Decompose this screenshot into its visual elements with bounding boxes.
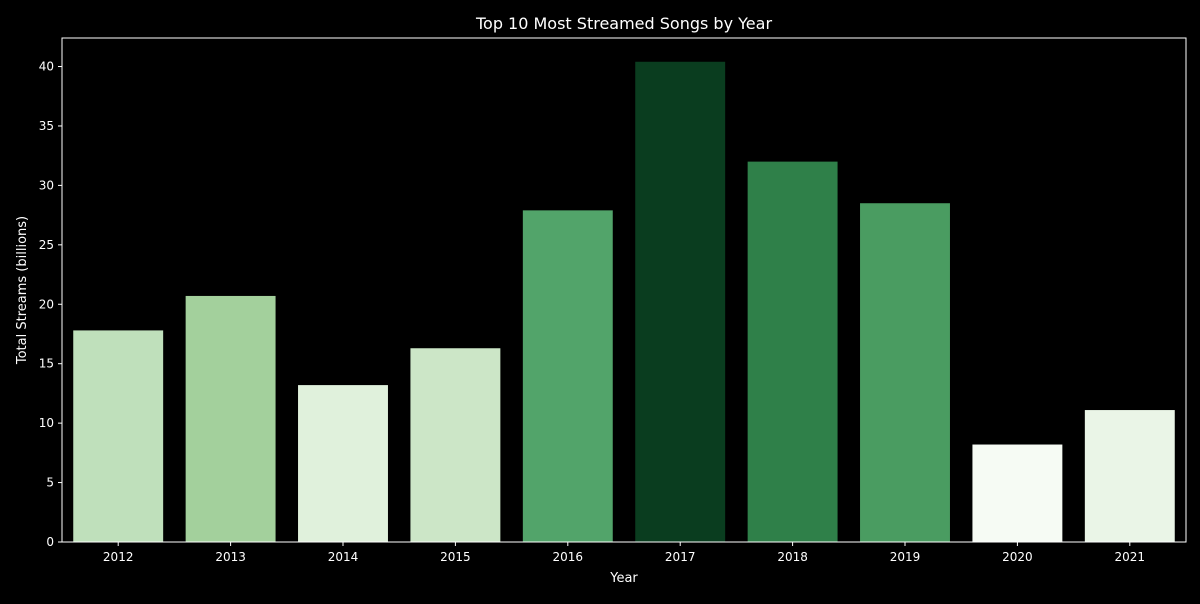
x-axis-ticks: 2012 2013 2014 2015 2016 2017 2018 2019 2020 2021 bbox=[103, 542, 1145, 564]
x-tick-label: 2020 bbox=[1002, 550, 1033, 564]
bar-2020 bbox=[972, 444, 1063, 542]
x-tick-label: 2016 bbox=[553, 550, 584, 564]
y-tick-label: 35 bbox=[39, 119, 54, 133]
bar-2016 bbox=[522, 210, 613, 542]
y-tick-label: 15 bbox=[39, 357, 54, 371]
chart-title: Top 10 Most Streamed Songs by Year bbox=[475, 14, 772, 33]
x-tick-label: 2015 bbox=[440, 550, 471, 564]
bars-group bbox=[73, 61, 1175, 543]
x-tick-label: 2013 bbox=[215, 550, 246, 564]
plot-frame bbox=[61, 37, 1187, 543]
x-tick-label: 2017 bbox=[665, 550, 696, 564]
y-axis-ticks: 0 5 10 15 20 25 30 35 40 bbox=[39, 60, 62, 549]
bar-2015 bbox=[410, 348, 501, 542]
bar-2013 bbox=[185, 295, 276, 542]
bar-2018 bbox=[747, 161, 838, 543]
bar-2019 bbox=[860, 203, 950, 542]
y-tick-label: 20 bbox=[39, 297, 54, 311]
x-tick-label: 2018 bbox=[777, 550, 808, 564]
bar-2017 bbox=[635, 61, 726, 542]
y-tick-label: 5 bbox=[46, 476, 54, 490]
x-tick-label: 2014 bbox=[328, 550, 359, 564]
x-tick-label: 2021 bbox=[1115, 550, 1146, 564]
y-tick-label: 30 bbox=[39, 178, 54, 192]
x-tick-label: 2012 bbox=[103, 550, 134, 564]
bar-2021 bbox=[1084, 410, 1175, 542]
y-axis-label: Total Streams (billions) bbox=[15, 216, 30, 365]
x-axis-label: Year bbox=[609, 571, 638, 586]
bar-2012 bbox=[73, 330, 164, 542]
bar-2014 bbox=[298, 385, 388, 542]
y-tick-label: 40 bbox=[39, 60, 54, 74]
y-tick-label: 25 bbox=[39, 238, 54, 252]
y-tick-label: 10 bbox=[39, 416, 54, 430]
y-tick-label: 0 bbox=[46, 535, 54, 549]
x-tick-label: 2019 bbox=[890, 550, 921, 564]
